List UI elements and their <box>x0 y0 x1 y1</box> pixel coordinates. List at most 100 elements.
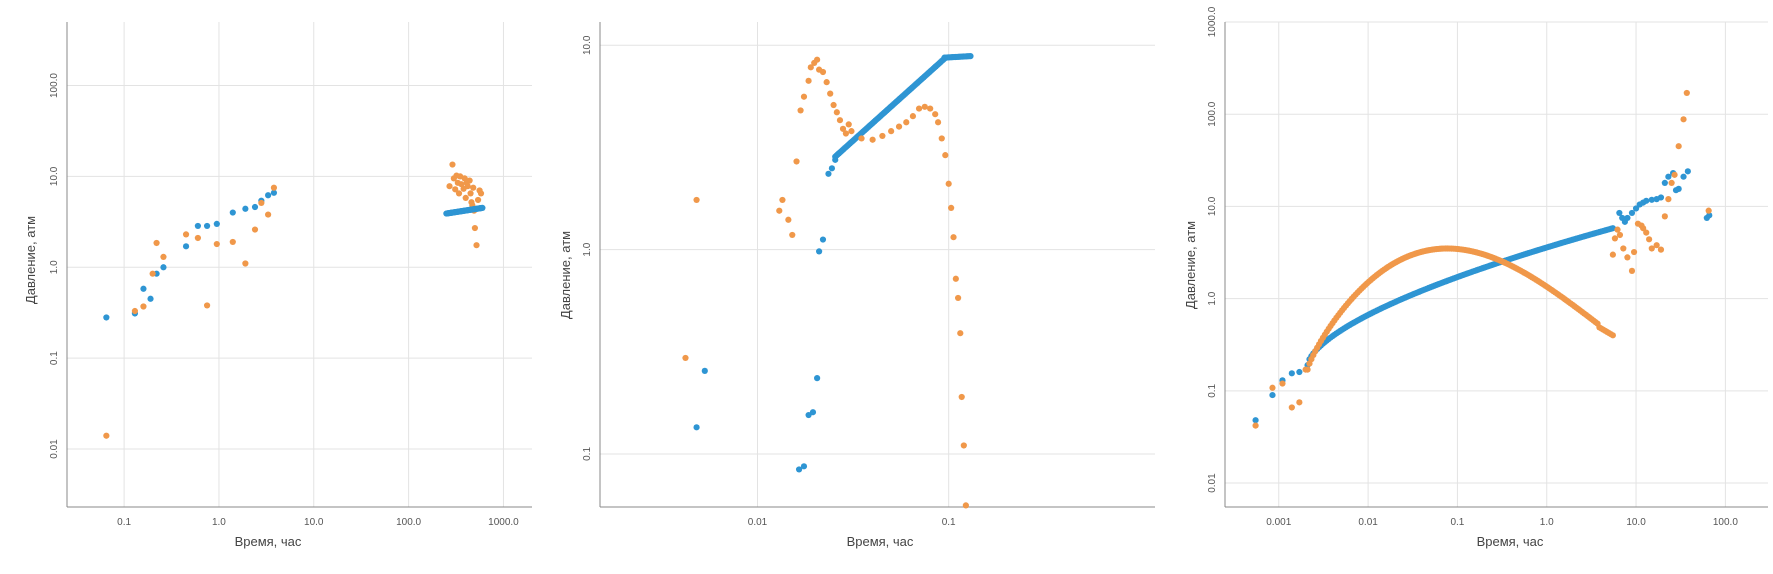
data-point <box>828 165 836 172</box>
data-point <box>229 238 236 246</box>
x-tick-label: 10.0 <box>1626 517 1646 528</box>
data-point <box>1624 254 1631 261</box>
data-point <box>827 90 834 97</box>
chart-3-points <box>1252 89 1713 429</box>
chart-1-points <box>103 161 486 439</box>
data-point <box>795 466 803 473</box>
data-point <box>471 224 479 232</box>
data-point <box>203 222 211 230</box>
data-point <box>1252 417 1259 424</box>
data-point <box>470 184 477 191</box>
data-point <box>779 196 786 204</box>
data-point <box>213 220 220 228</box>
data-point <box>1661 179 1668 186</box>
data-point <box>814 375 821 382</box>
data-point <box>1269 384 1276 391</box>
data-point <box>915 105 923 112</box>
chart-panel-2: 0.01 0.1 0.1 1.0 10.0 Время, час Давление, а… <box>540 0 1170 569</box>
data-point <box>1671 171 1678 178</box>
data-point <box>954 294 962 302</box>
data-point <box>823 79 830 86</box>
chart-1-xlabel: Время, час <box>235 534 302 549</box>
data-point <box>932 111 939 118</box>
data-point <box>693 424 700 431</box>
data-point <box>458 181 465 188</box>
chart-2-points <box>682 53 974 509</box>
data-point <box>858 135 865 142</box>
data-point <box>825 170 832 177</box>
data-point <box>213 240 220 248</box>
chart-2-ylabel: Давление, атм <box>558 231 573 319</box>
data-point <box>140 303 147 310</box>
data-point <box>807 64 814 71</box>
data-point <box>160 264 167 271</box>
data-point <box>251 226 259 233</box>
chart-panel-1: 0.1 1.0 10.0 100.0 1000.0 0.01 0.1 1.0 10.0 100.0… <box>0 0 540 569</box>
data-point <box>455 190 463 197</box>
data-point <box>1628 209 1636 217</box>
data-point <box>149 270 156 277</box>
data-point <box>464 183 471 190</box>
data-point <box>800 93 808 100</box>
data-point <box>203 302 211 309</box>
data-point <box>1630 248 1638 256</box>
data-point <box>1665 196 1672 203</box>
x-tick-label: 10.0 <box>304 517 324 528</box>
data-point <box>842 130 850 137</box>
data-point <box>1252 422 1259 429</box>
data-point <box>194 234 201 242</box>
data-point <box>103 314 110 321</box>
data-point <box>1624 214 1631 222</box>
data-point <box>446 183 453 190</box>
data-point <box>793 158 800 165</box>
data-point <box>1675 143 1682 150</box>
data-point <box>797 107 804 114</box>
data-point <box>830 101 837 109</box>
data-point <box>879 132 886 140</box>
data-point <box>160 253 167 261</box>
data-point <box>477 190 485 197</box>
data-point <box>479 204 486 211</box>
data-point <box>800 463 808 470</box>
data-point <box>888 128 895 135</box>
chart-2-ticks: 0.01 0.1 0.1 1.0 10.0 <box>582 35 956 528</box>
data-point <box>701 367 708 374</box>
chart-3-xlabel: Время, час <box>1477 534 1544 549</box>
x-tick-label: 1.0 <box>1540 517 1554 528</box>
data-point <box>270 184 278 191</box>
chart-3-axes <box>1224 22 1768 508</box>
data-point <box>967 53 974 60</box>
data-point <box>819 68 827 76</box>
data-point <box>945 180 952 187</box>
data-point <box>789 231 796 239</box>
data-point <box>869 136 876 143</box>
data-point <box>909 113 917 120</box>
data-point <box>1296 399 1303 406</box>
data-point <box>473 242 480 249</box>
x-tick-label: 0.01 <box>1358 517 1378 528</box>
y-tick-label: 1.0 <box>49 260 60 274</box>
data-point <box>1640 225 1647 232</box>
data-point <box>958 393 965 401</box>
data-point <box>1620 245 1627 252</box>
data-point <box>242 260 249 267</box>
data-point <box>1648 196 1655 203</box>
data-point <box>1680 116 1687 123</box>
x-tick-label: 0.01 <box>748 517 768 528</box>
data-point <box>1628 267 1636 274</box>
chart-1-ylabel: Давление, атм <box>23 216 38 304</box>
chart-2-svg: 0.01 0.1 0.1 1.0 10.0 Время, час Давление, а… <box>558 22 1155 549</box>
data-point <box>194 222 201 230</box>
data-point <box>1288 404 1295 411</box>
data-point <box>836 117 844 124</box>
data-point <box>1632 205 1640 212</box>
data-point <box>258 199 265 207</box>
data-point <box>452 186 459 193</box>
data-point <box>1706 212 1713 219</box>
data-point <box>942 152 949 159</box>
data-point <box>265 192 272 199</box>
data-point <box>934 119 942 126</box>
data-point <box>1648 245 1655 252</box>
y-tick-label: 100.0 <box>1207 101 1218 126</box>
y-tick-label: 0.01 <box>49 439 60 459</box>
